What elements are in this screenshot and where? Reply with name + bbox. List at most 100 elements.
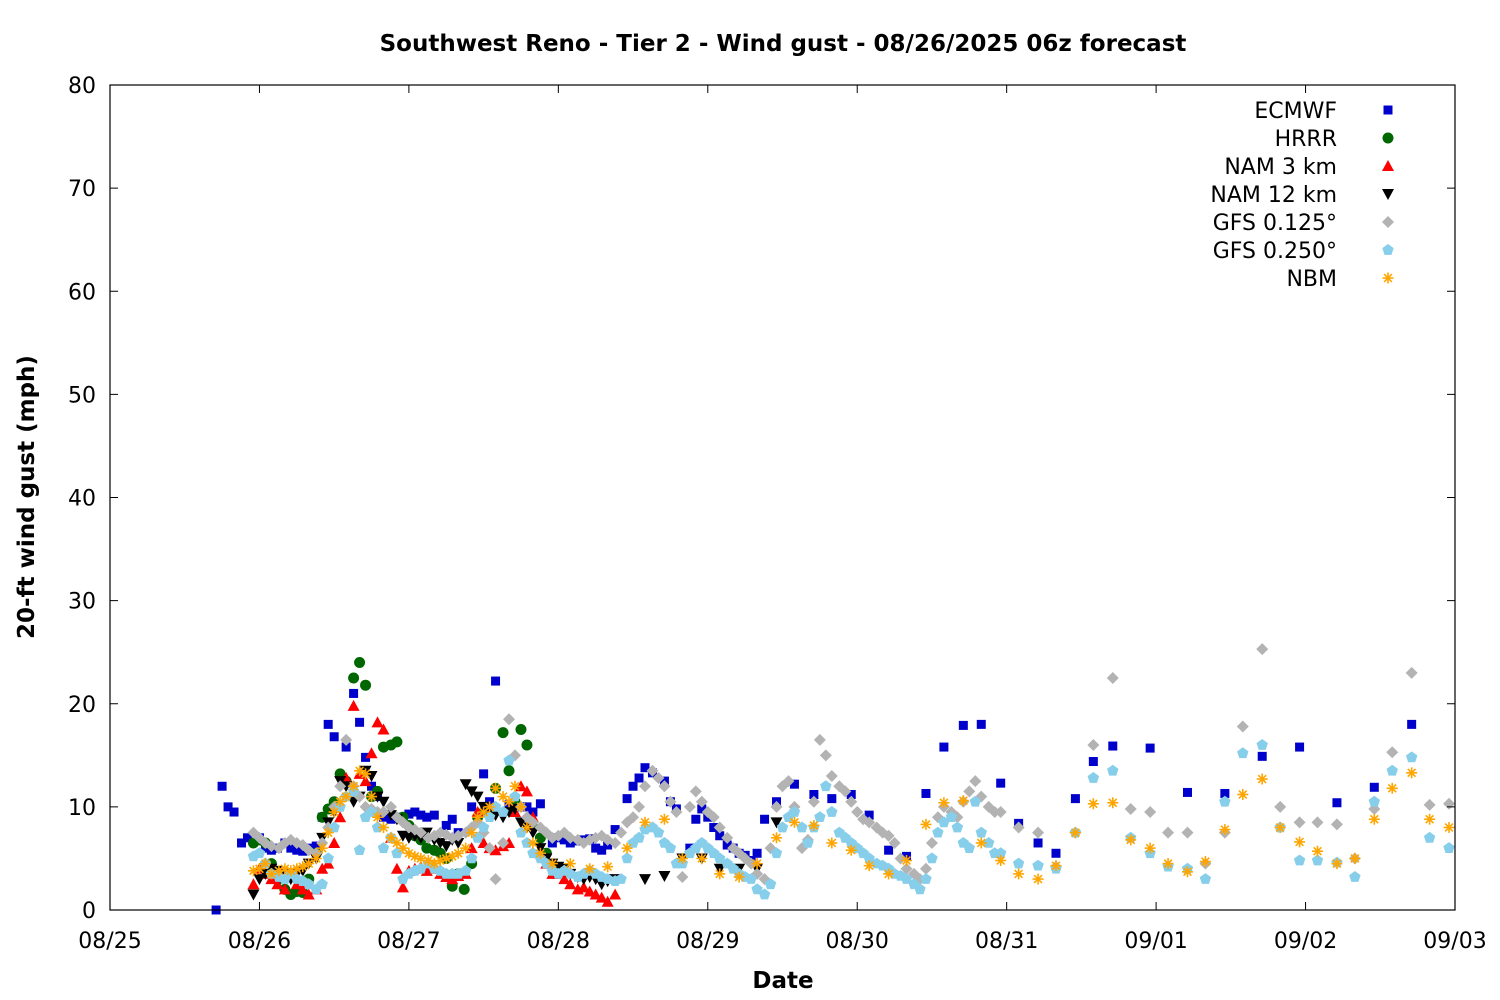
data-point xyxy=(416,810,426,820)
legend-entry-gfs-0-250: GFS 0.250° xyxy=(1213,239,1394,264)
data-point xyxy=(348,780,360,792)
data-point xyxy=(247,878,260,890)
data-point xyxy=(714,868,726,880)
data-point xyxy=(404,809,414,819)
data-point xyxy=(323,719,333,729)
data-point xyxy=(1051,848,1061,858)
data-point xyxy=(354,657,366,668)
data-point xyxy=(776,821,789,833)
data-point xyxy=(1107,764,1119,776)
y-tick-label: 80 xyxy=(68,74,96,99)
data-point xyxy=(827,794,837,804)
data-point xyxy=(371,716,384,728)
data-point xyxy=(503,765,515,777)
data-point xyxy=(467,802,477,812)
data-point xyxy=(458,883,470,895)
data-point xyxy=(447,814,457,824)
data-point xyxy=(609,836,622,849)
data-point xyxy=(558,873,571,885)
data-point xyxy=(1256,739,1268,750)
legend-entry-nam-3-km: NAM 3 km xyxy=(1224,155,1394,180)
data-point xyxy=(920,818,932,830)
data-point xyxy=(602,861,614,873)
data-point xyxy=(894,852,907,865)
data-point xyxy=(664,795,677,808)
data-point xyxy=(286,843,296,853)
data-point xyxy=(807,795,820,808)
data-point xyxy=(1032,873,1044,885)
data-point xyxy=(471,791,484,803)
data-point xyxy=(882,829,895,842)
data-point xyxy=(237,838,247,848)
data-point xyxy=(802,837,814,848)
data-point xyxy=(788,806,801,817)
data-point xyxy=(247,826,260,839)
data-point xyxy=(826,837,838,849)
data-point xyxy=(377,842,390,853)
data-point xyxy=(752,848,762,858)
data-point xyxy=(296,883,309,895)
y-tick-label: 0 xyxy=(82,899,96,924)
data-point xyxy=(503,713,516,726)
data-point xyxy=(316,862,329,874)
data-point xyxy=(1087,739,1100,751)
data-point xyxy=(846,790,856,799)
data-point xyxy=(415,852,427,864)
data-point xyxy=(900,862,913,875)
data-point xyxy=(939,742,949,752)
data-point xyxy=(591,843,601,853)
data-point xyxy=(1256,643,1269,656)
data-point xyxy=(658,870,671,882)
data-point xyxy=(253,847,266,859)
data-point xyxy=(1311,816,1324,829)
data-point xyxy=(945,811,958,822)
data-point xyxy=(483,842,496,855)
data-point xyxy=(390,862,403,874)
data-point xyxy=(347,699,360,711)
data-point xyxy=(715,831,725,841)
data-point xyxy=(646,764,659,777)
data-point xyxy=(689,785,702,798)
data-point xyxy=(434,837,447,849)
data-point xyxy=(460,842,472,854)
data-point xyxy=(1294,836,1306,848)
data-point xyxy=(377,723,390,735)
data-point xyxy=(460,864,472,876)
data-point xyxy=(883,868,895,880)
data-point xyxy=(340,791,352,803)
data-point xyxy=(497,727,509,739)
data-point xyxy=(322,852,334,864)
data-point xyxy=(1162,858,1174,870)
data-point xyxy=(863,860,875,872)
legend-marker xyxy=(1382,244,1394,255)
data-point xyxy=(1312,845,1324,857)
data-point xyxy=(1407,719,1417,729)
x-tick-label: 08/26 xyxy=(228,929,291,954)
legend-marker xyxy=(1382,216,1394,228)
data-point xyxy=(328,806,340,818)
data-point xyxy=(639,874,652,886)
data-point xyxy=(770,817,783,829)
data-point xyxy=(1295,742,1305,752)
data-point xyxy=(925,836,938,849)
data-point xyxy=(1237,747,1249,759)
data-point xyxy=(721,831,734,844)
data-point xyxy=(441,820,451,830)
data-point xyxy=(920,873,932,884)
data-point xyxy=(1144,806,1157,819)
data-point xyxy=(751,858,763,870)
data-point xyxy=(311,841,321,851)
data-point xyxy=(396,881,409,893)
data-point xyxy=(365,747,378,759)
data-point xyxy=(348,672,360,684)
data-point xyxy=(713,821,726,834)
data-point xyxy=(951,821,964,833)
data-point xyxy=(1293,854,1306,866)
data-point xyxy=(489,873,502,886)
x-tick-label: 09/03 xyxy=(1423,929,1486,954)
data-point xyxy=(577,881,590,893)
data-point xyxy=(1257,751,1267,761)
data-point xyxy=(839,785,852,798)
data-point xyxy=(229,807,239,817)
